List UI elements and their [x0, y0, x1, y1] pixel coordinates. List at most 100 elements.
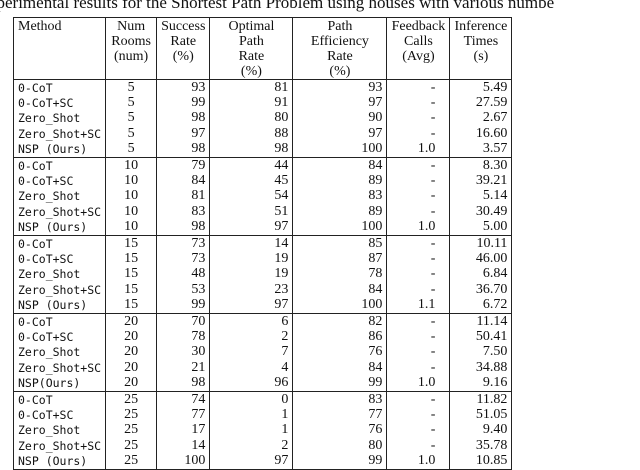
cell-method: Zero_Shot [12, 344, 107, 361]
cell-method: Zero_Shot+SC [12, 204, 107, 220]
cell-optimal-path-rate: 88 [209, 126, 294, 142]
cell-method: 0-CoT [12, 156, 107, 174]
cell-path-efficiency-rate: 83 [292, 188, 388, 205]
cell-path-efficiency-rate: 84 [292, 360, 388, 376]
header-line: Rooms [111, 34, 151, 49]
cell-path-efficiency-rate: 99 [292, 375, 388, 392]
cell-success-rate: 97 [156, 126, 211, 142]
cell-inference-times: 5.14 [449, 188, 513, 205]
header-line: Feedback [391, 19, 446, 34]
cell-optimal-path-rate: 97 [209, 453, 294, 470]
cell-method: 0-CoT [12, 234, 107, 252]
cell-success-rate: 73 [156, 251, 211, 267]
cell-path-efficiency-rate: 89 [292, 204, 388, 220]
cell-path-efficiency-rate: 82 [292, 312, 388, 330]
cell-inference-times: 7.50 [449, 344, 513, 361]
table-row: 0-CoT 20 70 6 82-11.14 [12, 312, 513, 330]
cell-success-rate: 21 [156, 360, 211, 376]
header-line: (s) [473, 49, 489, 64]
cell-num-rooms: 15 [105, 251, 158, 267]
cell-optimal-path-rate: 45 [209, 173, 294, 189]
cell-method: 0-CoT [12, 312, 107, 330]
table-row: 0-CoT 15 73 14 85-10.11 [12, 234, 513, 252]
cell-inference-times: 30.49 [449, 204, 513, 220]
cell-optimal-path-rate: 96 [209, 375, 294, 392]
cell-feedback-calls: - [386, 329, 451, 345]
table-row: 0-CoT+SC 5 99 91 97-27.59 [12, 95, 513, 111]
cell-optimal-path-rate: 2 [209, 329, 294, 345]
cell-feedback-calls: - [386, 126, 451, 142]
cell-success-rate: 74 [156, 390, 211, 408]
cell-optimal-path-rate: 98 [209, 141, 294, 158]
cell-feedback-calls: - [386, 437, 451, 454]
table-row: 0-CoT+SC 25 77 1 77-51.05 [12, 407, 513, 423]
cell-method: Zero_Shot+SC [12, 282, 107, 298]
cell-optimal-path-rate: 54 [209, 188, 294, 205]
cell-num-rooms: 20 [105, 344, 158, 361]
cell-inference-times: 11.82 [449, 390, 513, 408]
cell-success-rate: 14 [156, 437, 211, 454]
cell-feedback-calls: 1.0 [386, 375, 451, 392]
cell-method: NSP (Ours) [12, 141, 107, 158]
cell-method: 0-CoT+SC [12, 173, 107, 189]
cell-success-rate: 17 [156, 422, 211, 438]
cell-optimal-path-rate: 4 [209, 360, 294, 376]
cell-success-rate: 98 [156, 110, 211, 127]
cell-path-efficiency-rate: 93 [292, 79, 388, 96]
cell-feedback-calls: 1.0 [386, 453, 451, 470]
cell-inference-times: 46.00 [449, 251, 513, 267]
cell-optimal-path-rate: 97 [209, 297, 294, 314]
cell-num-rooms: 25 [105, 437, 158, 454]
table-row: 0-CoT 10 79 44 84-8.30 [12, 156, 513, 174]
cell-optimal-path-rate: 0 [209, 390, 294, 408]
header-line: Optimal Path [228, 19, 275, 49]
header-line: Inference [454, 19, 508, 34]
header-line: (%) [240, 64, 262, 79]
cell-feedback-calls: - [386, 266, 451, 283]
cell-inference-times: 39.21 [449, 173, 513, 189]
cell-success-rate: 98 [156, 375, 211, 392]
cell-success-rate: 98 [156, 141, 211, 158]
cell-feedback-calls: - [386, 204, 451, 220]
cell-feedback-calls: - [386, 390, 451, 408]
cell-num-rooms: 10 [105, 156, 158, 174]
table-row: 0-CoT+SC 15 73 19 87-46.00 [12, 251, 513, 267]
cell-num-rooms: 5 [105, 141, 158, 158]
cell-feedback-calls: - [386, 312, 451, 330]
cell-method: Zero_Shot [12, 422, 107, 438]
results-table: Method Num Rooms (num) Success Rate (%) Optimal… [12, 17, 513, 470]
cell-success-rate: 99 [156, 95, 211, 111]
table-row: Zero_Shot+SC 25 14 2 80-35.78 [12, 437, 513, 454]
cell-num-rooms: 15 [105, 282, 158, 298]
cell-method: NSP (Ours) [12, 297, 107, 314]
cell-inference-times: 51.05 [449, 407, 513, 423]
cell-success-rate: 48 [156, 266, 211, 283]
table-row: NSP (Ours) 10 98 97 100 1.0 5.00 [12, 219, 513, 236]
cell-method: 0-CoT+SC [12, 251, 107, 267]
cell-num-rooms: 25 [105, 407, 158, 423]
table-row: 0-CoT 5 93 81 93-5.49 [12, 79, 513, 96]
cell-inference-times: 50.41 [449, 329, 513, 345]
header-line: Path Efficiency [310, 19, 369, 49]
cell-num-rooms: 25 [105, 422, 158, 438]
cell-feedback-calls: - [386, 360, 451, 376]
header-line: (Avg) [402, 49, 435, 64]
cell-optimal-path-rate: 80 [209, 110, 294, 127]
cell-inference-times: 6.72 [449, 297, 513, 314]
cell-inference-times: 34.88 [449, 360, 513, 376]
table-row: Zero_Shot 25 17 1 76-9.40 [12, 422, 513, 438]
cell-path-efficiency-rate: 86 [292, 329, 388, 345]
cell-feedback-calls: - [386, 422, 451, 438]
cell-inference-times: 10.85 [449, 453, 513, 470]
cell-inference-times: 5.49 [449, 79, 513, 96]
table-row: NSP(Ours) 20 98 96 99 1.0 9.16 [12, 375, 513, 392]
cell-success-rate: 99 [156, 297, 211, 314]
cell-path-efficiency-rate: 100 [292, 141, 388, 158]
header-line: Rate [238, 49, 265, 64]
cell-success-rate: 100 [156, 453, 211, 470]
cell-success-rate: 73 [156, 234, 211, 252]
cell-inference-times: 27.59 [449, 95, 513, 111]
table-row: 0-CoT+SC 20 78 2 86-50.41 [12, 329, 513, 345]
table-row: Zero_Shot+SC 5 97 88 97-16.60 [12, 126, 513, 142]
table-row: NSP (Ours) 15 99 97 100 1.1 6.72 [12, 297, 513, 314]
